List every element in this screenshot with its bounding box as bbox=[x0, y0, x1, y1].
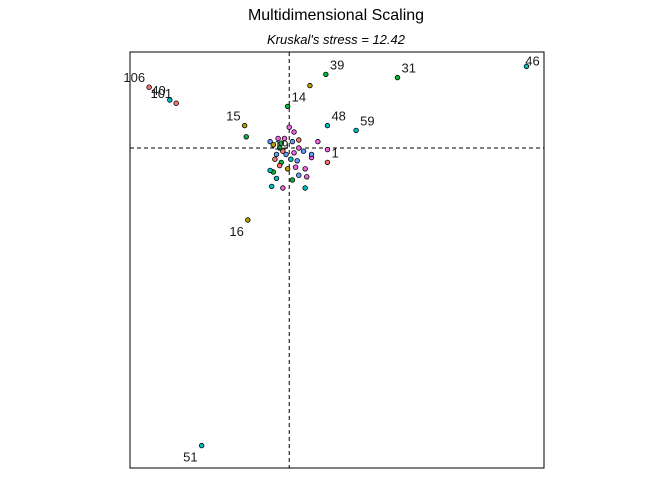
point-label-39: 39 bbox=[330, 57, 344, 72]
data-point bbox=[280, 148, 286, 154]
data-point bbox=[280, 185, 286, 191]
data-point bbox=[296, 137, 302, 143]
data-point-51 bbox=[198, 442, 205, 449]
data-point bbox=[289, 138, 296, 145]
data-point bbox=[294, 158, 300, 164]
chart-subtitle: Kruskal's stress = 12.42 bbox=[267, 32, 405, 47]
data-point bbox=[276, 162, 283, 169]
data-point bbox=[315, 138, 321, 145]
data-point bbox=[273, 175, 280, 182]
point-label-59: 59 bbox=[360, 113, 374, 128]
data-point-19 bbox=[267, 138, 273, 145]
data-point-31 bbox=[394, 74, 401, 81]
data-point bbox=[302, 185, 308, 191]
point-label-48: 48 bbox=[331, 109, 345, 124]
data-point bbox=[281, 135, 288, 142]
data-point bbox=[276, 145, 283, 151]
data-point bbox=[270, 142, 277, 148]
data-point-106 bbox=[146, 84, 152, 90]
point-label-31: 31 bbox=[402, 61, 416, 76]
data-point-14 bbox=[284, 103, 291, 110]
point-label-46: 46 bbox=[525, 53, 539, 68]
data-point bbox=[292, 164, 299, 170]
data-point bbox=[283, 151, 289, 158]
point-label-14: 14 bbox=[292, 89, 306, 104]
data-point-101 bbox=[173, 100, 179, 106]
data-point bbox=[289, 177, 296, 183]
data-point bbox=[304, 174, 310, 180]
data-point bbox=[286, 124, 292, 130]
data-point-46 bbox=[523, 63, 530, 70]
point-label-15: 15 bbox=[226, 109, 240, 124]
data-point bbox=[291, 129, 297, 135]
data-point bbox=[307, 82, 313, 89]
plot-frame bbox=[129, 51, 545, 469]
data-point bbox=[308, 151, 315, 158]
data-point-48 bbox=[324, 122, 331, 129]
data-point bbox=[275, 135, 281, 142]
data-point bbox=[267, 167, 273, 174]
data-point bbox=[269, 183, 275, 190]
point-label-101: 101 bbox=[150, 86, 172, 101]
data-point bbox=[302, 166, 308, 172]
point-label-106: 106 bbox=[123, 70, 145, 85]
data-point bbox=[324, 159, 331, 166]
data-point-40 bbox=[167, 97, 173, 103]
data-point-39 bbox=[323, 71, 329, 78]
data-point bbox=[272, 156, 278, 162]
data-point bbox=[291, 150, 297, 156]
data-point-16 bbox=[245, 217, 251, 223]
point-label-19: 19 bbox=[274, 138, 288, 153]
point-label-40: 40 bbox=[151, 83, 165, 98]
data-point bbox=[288, 156, 294, 162]
data-point bbox=[300, 148, 307, 154]
data-point bbox=[243, 134, 249, 140]
data-point bbox=[296, 145, 302, 151]
data-point bbox=[296, 172, 302, 178]
data-point bbox=[284, 166, 291, 172]
data-point bbox=[273, 151, 280, 158]
point-label-51: 51 bbox=[183, 450, 197, 465]
data-point-1 bbox=[324, 146, 331, 153]
point-label-16: 16 bbox=[229, 224, 243, 239]
data-point bbox=[278, 140, 284, 146]
chart-title: Multidimensional Scaling bbox=[247, 7, 425, 24]
data-point-15 bbox=[241, 122, 248, 129]
data-point-59 bbox=[353, 127, 359, 134]
point-label-1: 1 bbox=[331, 146, 338, 161]
